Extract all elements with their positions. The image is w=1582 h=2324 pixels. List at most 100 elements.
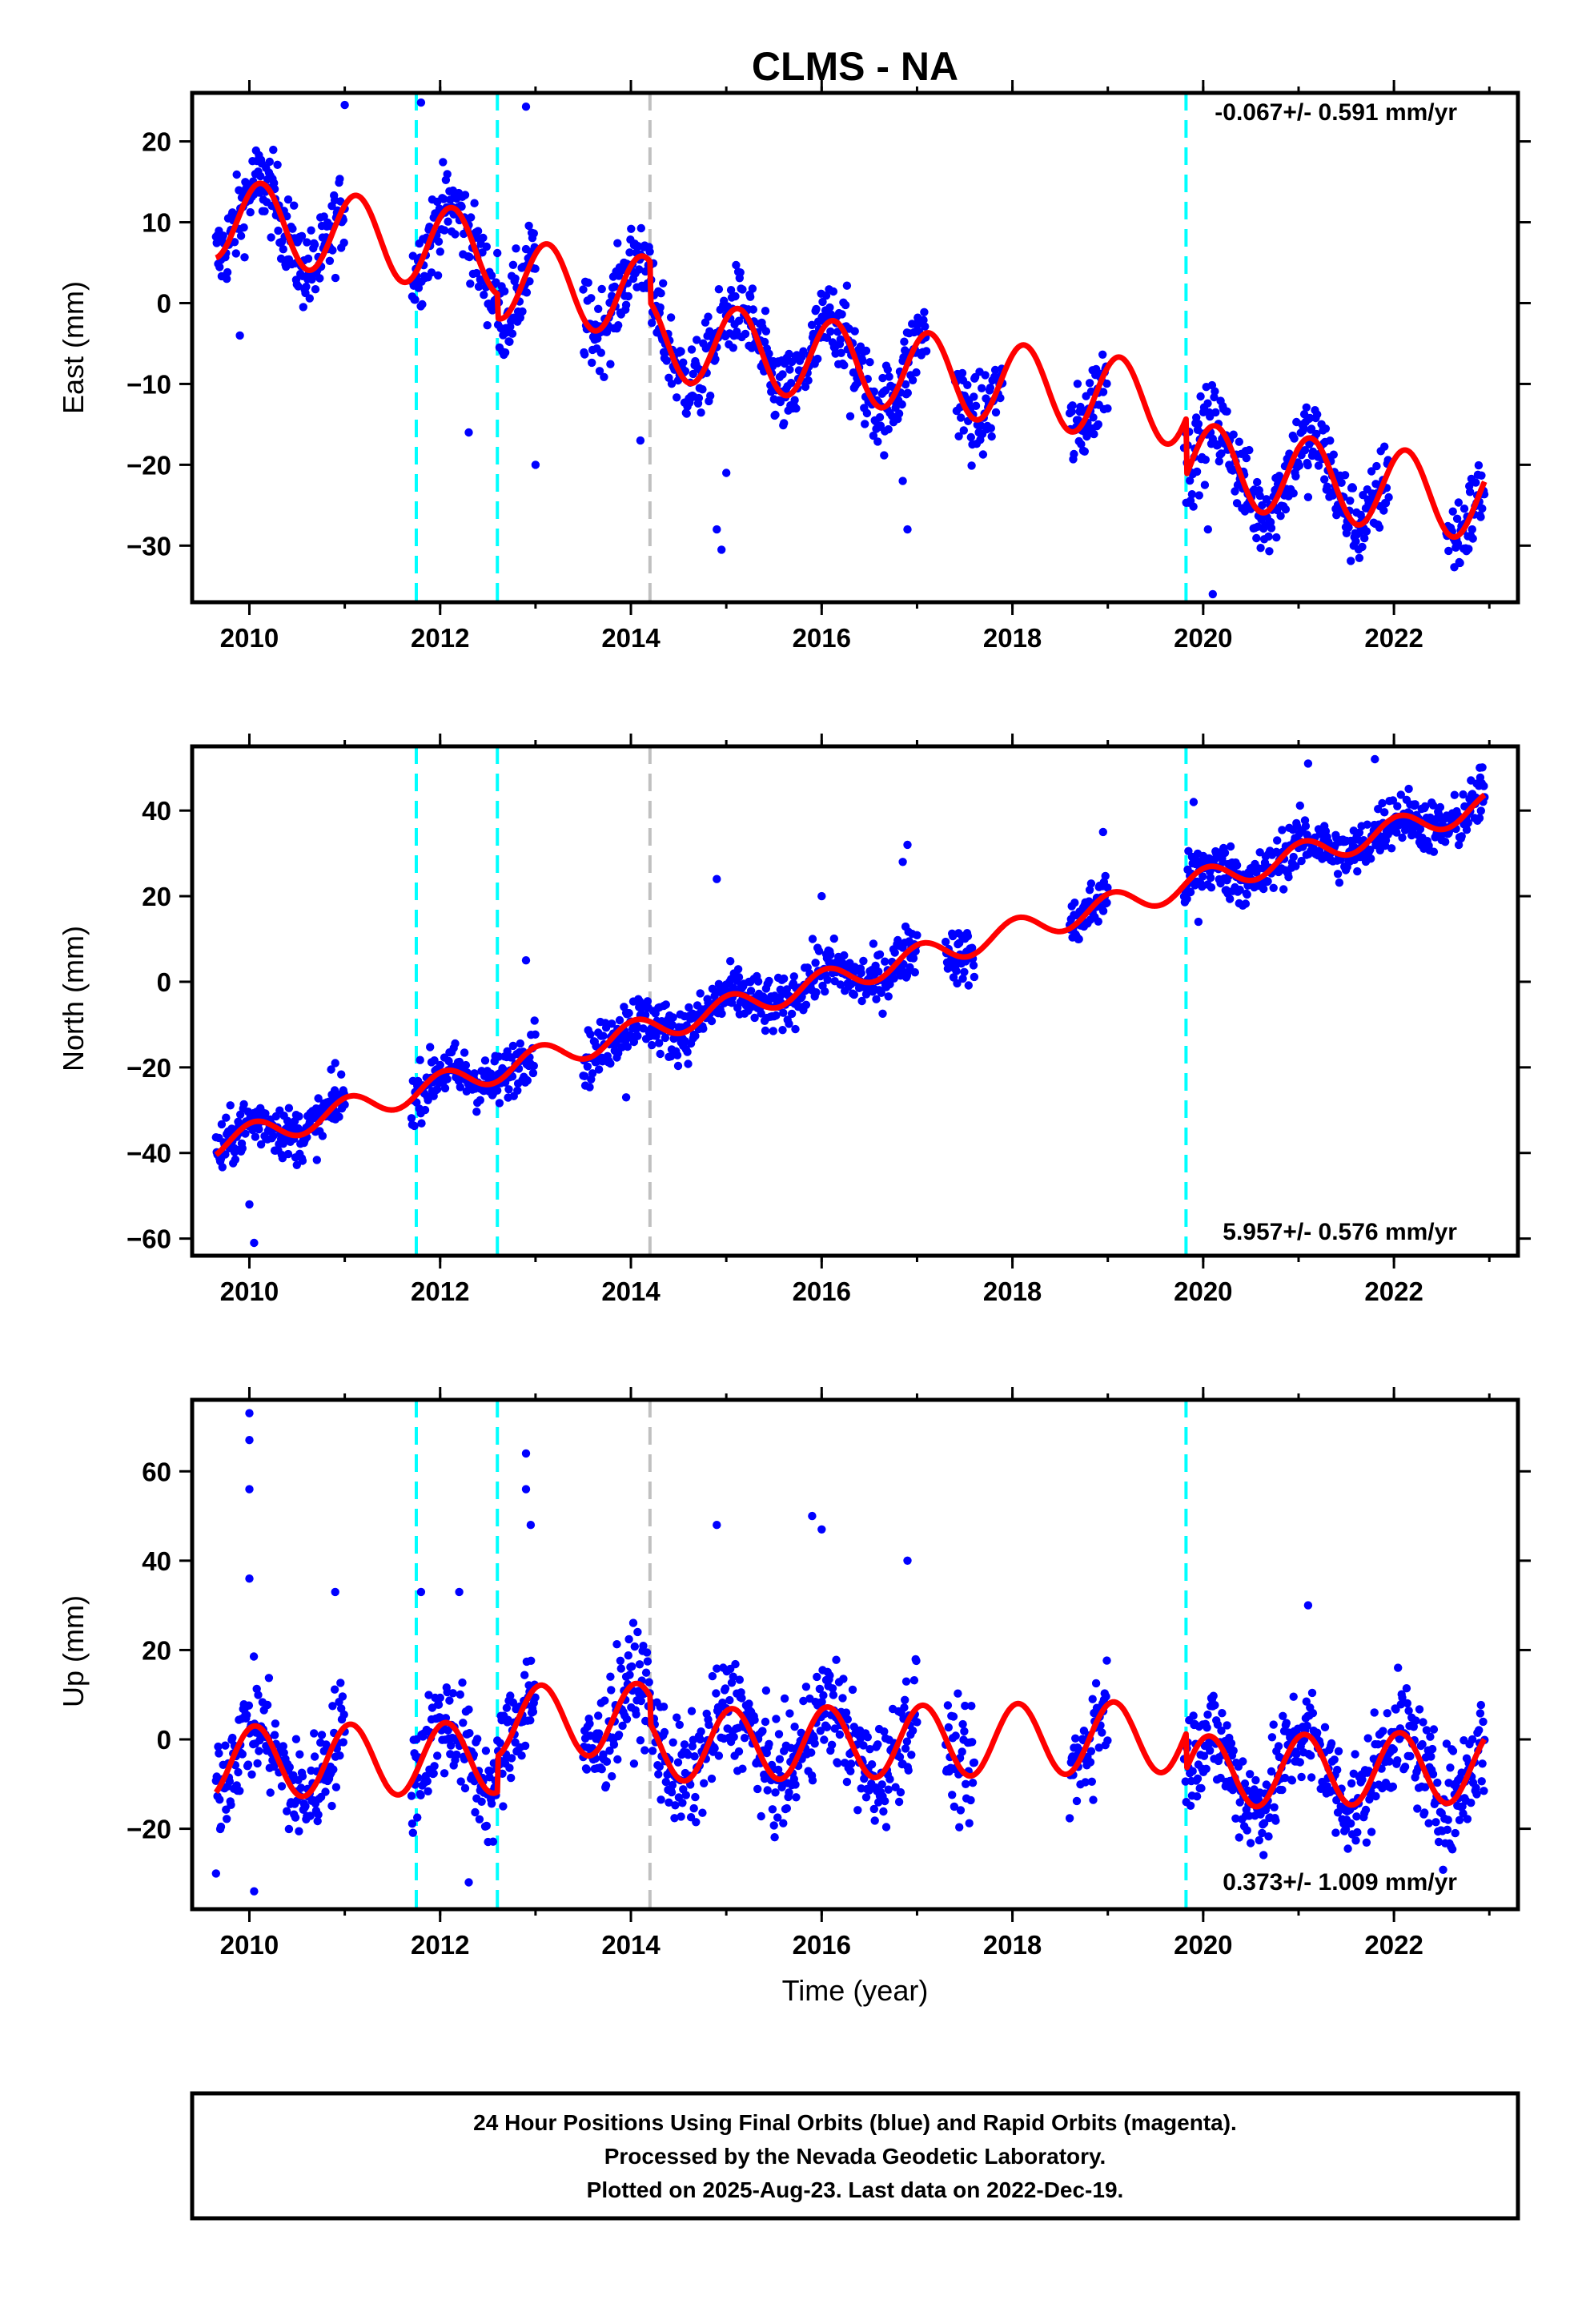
data-point	[799, 347, 808, 356]
data-point	[894, 409, 904, 418]
data-point	[1295, 1758, 1305, 1767]
data-point	[606, 1672, 615, 1681]
data-point	[1352, 1812, 1361, 1821]
data-point	[1196, 392, 1205, 401]
outlier-point	[903, 525, 912, 534]
data-point	[801, 382, 810, 392]
data-point	[1098, 388, 1108, 396]
data-point	[785, 1709, 794, 1718]
data-point	[729, 344, 737, 352]
data-point	[1102, 899, 1111, 907]
data-point	[615, 1015, 624, 1025]
data-point	[1424, 1819, 1433, 1827]
data-point	[861, 420, 869, 428]
data-point	[597, 284, 606, 294]
data-point	[1278, 1785, 1287, 1795]
data-point	[782, 1803, 791, 1813]
data-point	[1393, 1756, 1402, 1765]
data-point	[1217, 449, 1226, 458]
outlier-point	[416, 1587, 426, 1597]
data-point	[848, 1685, 857, 1695]
data-point	[1243, 1826, 1251, 1835]
data-point	[960, 1727, 969, 1736]
data-point	[837, 310, 846, 319]
data-point	[683, 1047, 692, 1056]
data-point	[429, 1769, 438, 1778]
data-point	[761, 1717, 770, 1727]
data-point	[479, 233, 488, 243]
data-point	[1406, 1751, 1415, 1761]
data-point	[966, 432, 976, 442]
data-point	[668, 1020, 677, 1030]
data-point	[307, 275, 316, 284]
data-point	[516, 1039, 524, 1048]
data-point	[633, 1031, 642, 1040]
data-point	[833, 1759, 842, 1767]
data-point	[780, 419, 789, 428]
x-axis-label: Time (year)	[782, 1974, 929, 2007]
data-point	[648, 1040, 656, 1050]
x-tick-label: 2018	[983, 1277, 1042, 1306]
data-point	[1320, 1723, 1330, 1731]
data-point	[1393, 802, 1402, 810]
figure-title: CLMS - NA	[752, 44, 958, 89]
data-point	[656, 1795, 665, 1804]
data-point	[750, 1013, 759, 1023]
data-point	[481, 1747, 491, 1755]
data-point	[912, 1656, 921, 1666]
data-point	[696, 1735, 705, 1744]
data-point	[632, 1021, 641, 1031]
data-point	[243, 1760, 253, 1769]
data-point	[814, 947, 824, 955]
data-point	[624, 1634, 633, 1644]
data-point	[1380, 442, 1389, 451]
data-point	[677, 1812, 685, 1821]
outlier-point	[722, 468, 731, 477]
data-point	[772, 1715, 781, 1723]
data-point	[524, 221, 533, 231]
data-point	[317, 1731, 327, 1739]
data-point	[652, 1031, 661, 1040]
data-point	[1353, 866, 1362, 876]
data-point	[801, 1683, 811, 1691]
data-point	[410, 1121, 419, 1131]
data-point	[1203, 399, 1212, 408]
data-point	[873, 1740, 882, 1749]
data-point	[986, 384, 995, 392]
outlier-point	[903, 840, 912, 850]
data-point	[239, 1100, 248, 1109]
data-point	[684, 1059, 693, 1068]
data-point	[1476, 1700, 1486, 1710]
data-point	[1441, 838, 1450, 846]
data-point	[900, 1703, 909, 1712]
data-point	[460, 1048, 469, 1057]
y-tick-label: 20	[142, 1635, 171, 1665]
data-point	[1245, 445, 1254, 455]
data-point	[818, 297, 827, 307]
data-point	[1102, 1656, 1111, 1665]
data-point	[1102, 379, 1111, 388]
data-point	[1200, 480, 1210, 489]
data-point	[1307, 1773, 1316, 1782]
data-point	[1213, 440, 1223, 449]
y-tick-label: −30	[126, 531, 171, 561]
data-point	[1269, 1720, 1278, 1729]
data-point	[527, 1656, 536, 1665]
data-point	[1420, 1808, 1429, 1817]
data-point	[881, 957, 889, 966]
data-point	[1347, 1779, 1356, 1788]
data-point	[908, 376, 917, 384]
outlier-point	[245, 1485, 254, 1494]
data-point	[740, 1734, 749, 1743]
data-point	[1089, 413, 1098, 422]
data-point	[865, 358, 874, 367]
data-point	[284, 1824, 294, 1834]
outlier-point	[1194, 917, 1203, 927]
data-point	[1347, 557, 1355, 565]
data-point	[712, 1689, 721, 1698]
data-point	[1387, 844, 1396, 853]
data-point	[1229, 430, 1238, 439]
data-point	[808, 935, 817, 943]
data-point	[1429, 847, 1439, 856]
data-point	[691, 1031, 700, 1040]
